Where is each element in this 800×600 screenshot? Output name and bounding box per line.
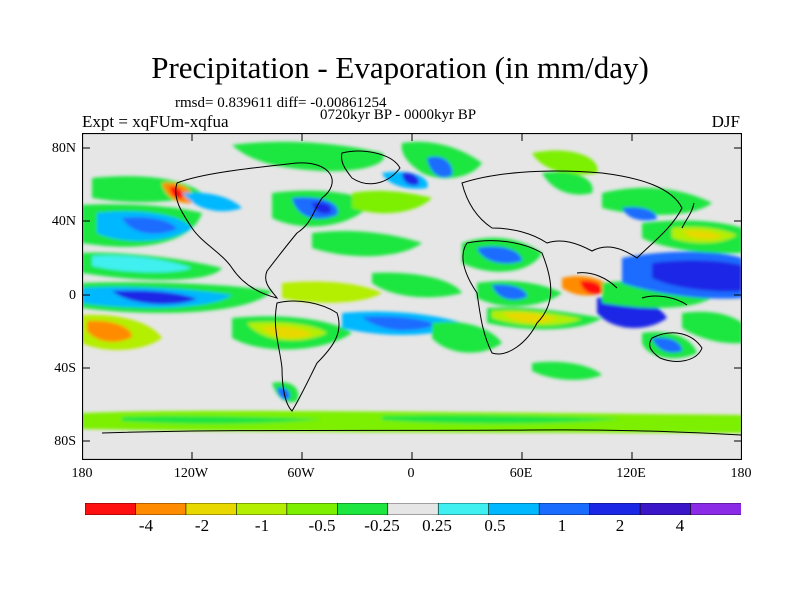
- lon-tick-label: 60E: [509, 466, 533, 481]
- coastlines: [101, 150, 742, 436]
- colorbar-label: 0.25: [422, 516, 452, 535]
- colorbar-label: 0.5: [484, 516, 506, 535]
- lat-tick-label: 40S: [54, 361, 76, 376]
- colorbar-swatch: [236, 503, 288, 515]
- colorbar-swatch: [286, 503, 338, 515]
- colorbar-swatch: [488, 503, 540, 515]
- map-ticks: [82, 133, 742, 460]
- colorbar-label: -0.5: [308, 516, 336, 535]
- colorbar-swatch: [589, 503, 641, 515]
- colorbar-label: 4: [675, 516, 685, 535]
- colorbar-label: 2: [615, 516, 625, 535]
- chart-title: Precipitation - Evaporation (in mm/day): [151, 50, 649, 85]
- lat-tick-label: 40N: [51, 214, 76, 229]
- experiment-label: Expt = xqFUm-xqfua: [82, 112, 229, 131]
- world-map: [82, 133, 742, 460]
- time-period: 0720kyr BP - 0000kyr BP: [320, 107, 477, 123]
- rmsd-stats: rmsd= 0.839611 diff= -0.00861254: [175, 95, 387, 111]
- colorbar-label: -2: [194, 516, 210, 535]
- pe-anomaly-field: [82, 141, 742, 433]
- colorbar-swatch: [387, 503, 439, 515]
- colorbar-label: -1: [254, 516, 270, 535]
- lon-tick-label: 120E: [616, 466, 646, 481]
- colorbar-swatch: [135, 503, 187, 515]
- colorbar-swatch: [690, 503, 741, 515]
- colorbar-label: -0.25: [364, 516, 400, 535]
- colorbar-swatch: [185, 503, 237, 515]
- colorbar-label: -4: [138, 516, 154, 535]
- colorbar: [85, 503, 741, 515]
- lat-tick-label: 80S: [54, 434, 76, 449]
- lat-tick-label: 0: [69, 288, 76, 303]
- lat-tick-label: 80N: [51, 141, 76, 156]
- lon-tick-label: 60W: [287, 466, 315, 481]
- lon-tick-label: 180: [71, 466, 93, 481]
- colorbar-swatch: [437, 503, 490, 515]
- colorbar-swatch: [85, 503, 137, 515]
- season-label: DJF: [711, 112, 740, 131]
- colorbar-swatch: [639, 503, 692, 515]
- colorbar-swatch: [538, 503, 591, 515]
- lon-tick-label: 180: [730, 466, 752, 481]
- colorbar-label: 1: [557, 516, 567, 535]
- lon-tick-label: 120W: [173, 466, 209, 481]
- lon-tick-label: 0: [407, 466, 415, 481]
- colorbar-swatch: [337, 503, 389, 515]
